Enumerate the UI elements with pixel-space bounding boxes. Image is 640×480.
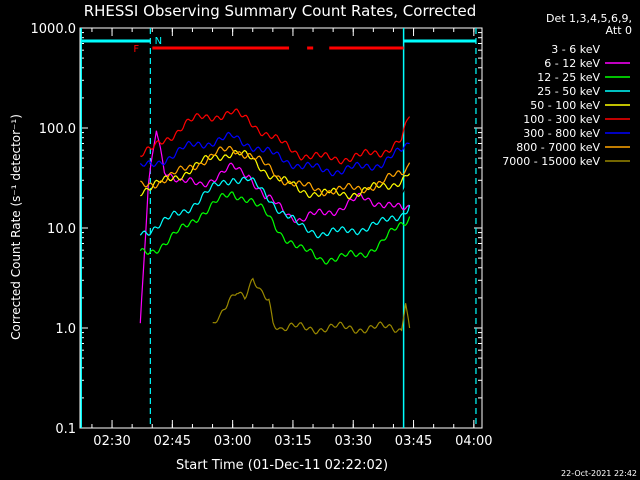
- y-axis-label: Corrected Count Rate (s⁻¹ detector⁻¹): [9, 114, 23, 340]
- series-line: [139, 131, 410, 177]
- x-tick-label: 03:45: [395, 434, 432, 449]
- x-tick-label: 02:45: [154, 434, 191, 449]
- legend-entry-label: 3 - 6 keV: [551, 43, 600, 56]
- x-tick-label: 03:30: [335, 434, 372, 449]
- legend-entry-label: 7000 - 15000 keV: [502, 155, 600, 168]
- x-tick-label: 03:00: [214, 434, 251, 449]
- x-tick-label: 03:15: [274, 434, 311, 449]
- legend-entry-label: 300 - 800 keV: [523, 127, 600, 140]
- x-tick-label: 02:30: [93, 434, 130, 449]
- series-line: [139, 176, 411, 239]
- marker-label: N: [155, 36, 162, 47]
- series-line: [140, 108, 411, 165]
- x-axis-label: Start Time (01-Dec-11 02:22:02): [176, 458, 388, 473]
- series-line: [139, 130, 411, 324]
- x-tick-label: 04:00: [455, 434, 492, 449]
- legend-header: Att 0: [606, 24, 632, 37]
- y-tick-label: 1.0: [55, 322, 76, 337]
- y-tick-label: 1000.0: [31, 22, 77, 37]
- footer-timestamp: 22-Oct-2021 22:42: [561, 469, 637, 478]
- series-line: [140, 145, 411, 197]
- legend-entry-label: 6 - 12 keV: [544, 57, 600, 70]
- legend-entry-label: 25 - 50 keV: [537, 85, 600, 98]
- chart-title: RHESSI Observing Summary Count Rates, Co…: [84, 2, 477, 20]
- legend-entry-label: 50 - 100 keV: [530, 99, 600, 112]
- y-tick-label: 100.0: [39, 122, 76, 137]
- series-line: [212, 277, 411, 335]
- y-tick-label: 10.0: [47, 222, 76, 237]
- legend-header: Det 1,3,4,5,6,9,: [546, 12, 632, 25]
- y-tick-label: 0.1: [55, 422, 76, 437]
- series-line: [151, 101, 411, 195]
- legend-entry-label: 12 - 25 keV: [537, 71, 600, 84]
- plot-frame: [79, 27, 483, 429]
- legend-entry-label: 100 - 300 keV: [523, 113, 600, 126]
- marker-label: F: [133, 44, 139, 55]
- series-line: [139, 191, 411, 265]
- legend-entry-label: 800 - 7000 keV: [516, 141, 600, 154]
